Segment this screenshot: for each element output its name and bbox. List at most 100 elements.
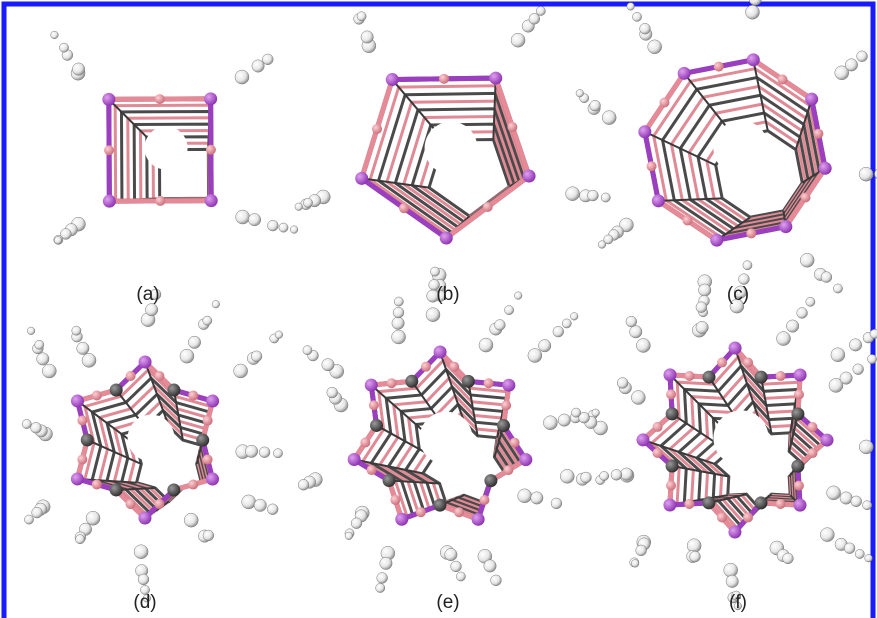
atom xyxy=(684,371,694,381)
tube-hole xyxy=(425,122,478,175)
atom xyxy=(399,203,409,213)
hydrogen-atom xyxy=(617,378,628,389)
hydrogen-atom xyxy=(262,54,273,65)
atom xyxy=(519,453,532,466)
hydrogen-atom xyxy=(797,308,808,319)
atom xyxy=(794,499,807,512)
hydrogen-atom xyxy=(590,100,601,111)
hydrogen-atom xyxy=(203,316,212,325)
atom xyxy=(684,499,694,509)
hydrogen-atom xyxy=(592,409,600,417)
hydrogen-atom xyxy=(234,364,248,378)
atom xyxy=(155,196,165,206)
panel-label: (f) xyxy=(729,592,747,613)
tube-hole xyxy=(420,412,473,465)
atom xyxy=(386,73,399,86)
hydrogen-atom xyxy=(853,364,864,375)
atom xyxy=(433,499,446,512)
hydrogen-atom xyxy=(696,321,708,333)
hydrogen-atom xyxy=(631,390,645,404)
hydrogen-atom xyxy=(72,63,84,75)
hydrogen-atom xyxy=(392,330,406,344)
hydrogen-atom xyxy=(184,513,198,527)
atom xyxy=(728,526,741,539)
hydrogen-atom xyxy=(351,518,362,529)
atom xyxy=(821,434,834,447)
hydrogen-atom xyxy=(252,60,264,72)
atom xyxy=(110,383,123,396)
atom xyxy=(779,220,792,233)
hydrogen-atom xyxy=(690,551,701,562)
atom xyxy=(205,194,218,207)
atom xyxy=(71,394,84,407)
hydrogen-atom xyxy=(54,236,62,244)
atom xyxy=(755,496,768,509)
atom xyxy=(348,453,361,466)
hydrogen-atom xyxy=(451,561,462,572)
hydrogen-atom xyxy=(290,226,298,234)
atom xyxy=(81,433,94,446)
hydrogen-atom xyxy=(648,40,662,54)
hydrogen-atom xyxy=(298,479,309,490)
atom xyxy=(449,362,459,372)
atom xyxy=(154,371,164,381)
hydrogen-atom xyxy=(531,492,543,504)
atom xyxy=(501,400,511,410)
hydrogen-atom xyxy=(800,253,814,267)
hydrogen-atom xyxy=(145,304,157,316)
hydrogen-atom xyxy=(844,543,855,554)
hydrogen-atom xyxy=(576,89,584,97)
hydrogen-atom xyxy=(212,300,220,308)
figure: (a) (b) (c) (d) (e) (f) xyxy=(0,0,877,618)
hydrogen-atom xyxy=(640,23,651,34)
atom xyxy=(484,474,497,487)
atom xyxy=(666,481,676,491)
hydrogen-atom xyxy=(303,198,312,207)
atom xyxy=(702,371,715,384)
atom xyxy=(434,346,447,359)
hydrogen-atom xyxy=(867,354,876,363)
hydrogen-atom xyxy=(456,572,465,581)
hydrogen-atom xyxy=(72,326,81,335)
atom xyxy=(204,92,217,105)
atom xyxy=(807,422,817,432)
hydrogen-atom xyxy=(859,440,873,454)
hydrogen-atom xyxy=(426,308,440,322)
atom xyxy=(479,495,489,505)
atom xyxy=(683,215,693,225)
hydrogen-atom xyxy=(726,575,738,587)
atom xyxy=(507,122,517,132)
hydrogen-atom xyxy=(560,469,574,483)
atom xyxy=(502,379,515,392)
atom xyxy=(206,395,219,408)
atom xyxy=(652,194,665,207)
hydrogen-atom xyxy=(273,449,282,458)
hydrogen-atom xyxy=(322,359,334,371)
hydrogen-atom xyxy=(37,353,49,365)
atom xyxy=(416,507,426,517)
hydrogen-atom xyxy=(505,306,514,315)
atom xyxy=(483,202,493,212)
panel-label: (a) xyxy=(136,284,159,305)
atom xyxy=(523,170,536,183)
hydrogen-atom xyxy=(820,528,834,542)
atom xyxy=(807,448,817,458)
atom xyxy=(819,162,832,175)
atom xyxy=(776,371,786,381)
atom xyxy=(653,422,663,432)
hydrogen-atom xyxy=(566,187,580,201)
hydrogen-atom xyxy=(827,486,841,500)
atom xyxy=(663,499,676,512)
atom xyxy=(702,496,715,509)
hydrogen-atom xyxy=(840,492,852,504)
atom xyxy=(370,419,383,432)
hydrogen-atom xyxy=(572,408,581,417)
hydrogen-atom xyxy=(279,223,288,232)
hydrogen-atom xyxy=(77,342,89,354)
atom xyxy=(717,358,727,368)
atom xyxy=(206,473,219,486)
atom xyxy=(800,192,810,202)
hydrogen-atom xyxy=(59,43,68,52)
atom xyxy=(440,231,453,244)
hydrogen-atom xyxy=(236,210,250,224)
